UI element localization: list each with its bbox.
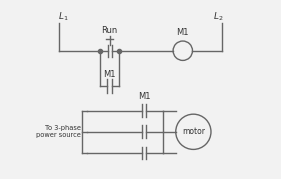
Text: To 3-phase
power source: To 3-phase power source bbox=[36, 125, 81, 138]
Text: Run: Run bbox=[101, 26, 118, 35]
Text: M1: M1 bbox=[103, 70, 116, 79]
Text: $L_2$: $L_2$ bbox=[213, 10, 223, 23]
Text: M1: M1 bbox=[176, 28, 189, 37]
Text: $L_1$: $L_1$ bbox=[58, 10, 68, 23]
Text: M1: M1 bbox=[138, 92, 150, 101]
Text: motor: motor bbox=[182, 127, 205, 136]
